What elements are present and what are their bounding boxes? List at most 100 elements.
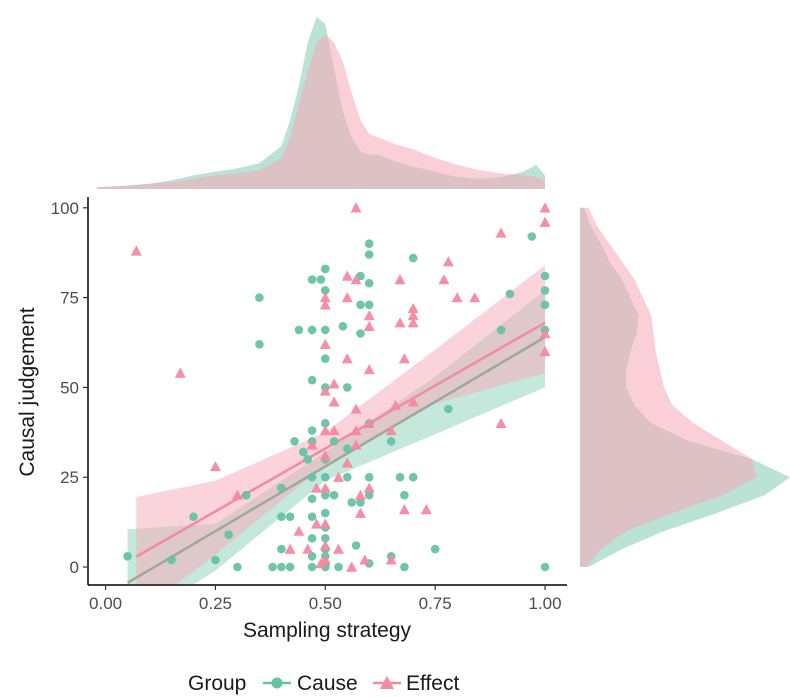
effect-point (293, 525, 305, 536)
effect-point (354, 489, 366, 500)
effect-point (311, 518, 323, 529)
effect-point (319, 385, 331, 396)
effect-point (350, 439, 362, 450)
cause-point (343, 383, 352, 392)
cause-point (307, 426, 317, 435)
cause-point (268, 562, 277, 572)
effect-point (385, 425, 397, 436)
cause-point (356, 498, 365, 507)
y-tick-label: 75 (60, 289, 79, 308)
cause-point (400, 490, 409, 500)
legend-label-effect: Effect (406, 672, 459, 695)
scatter-points (123, 202, 551, 572)
cause-point (321, 325, 330, 335)
cause-point (321, 419, 330, 428)
effect-point (539, 216, 551, 227)
y-tick-label: 25 (60, 468, 79, 487)
effect-point (341, 270, 353, 281)
cause-point (211, 555, 220, 565)
effect-point (346, 561, 358, 572)
axes (83, 197, 567, 590)
regression-lines (126, 321, 546, 584)
cause-point (430, 544, 440, 554)
effect-point (328, 425, 340, 436)
top-density-effect (96, 34, 546, 190)
cause-point (321, 264, 330, 274)
legend-title: Group (188, 672, 246, 695)
cause-point (540, 271, 550, 281)
cause-point (364, 250, 374, 259)
regression-line-cause (126, 336, 546, 584)
cause-point (277, 483, 286, 493)
legend: Group Cause Effect (188, 672, 459, 695)
effect-point (174, 367, 186, 378)
effect-point (354, 507, 366, 518)
effect-point (341, 457, 353, 468)
effect-point (350, 425, 362, 436)
cause-point (356, 271, 365, 281)
cause-point (364, 490, 374, 500)
cause-point (255, 293, 264, 302)
cause-point (307, 472, 317, 482)
cause-point (395, 472, 405, 482)
effect-point (394, 274, 406, 285)
effect-point (306, 439, 318, 450)
effect-point (319, 299, 331, 310)
cause-point (351, 541, 361, 550)
effect-point (363, 482, 375, 493)
cause-point (290, 437, 299, 446)
effect-point (407, 317, 419, 328)
right-density-effect (580, 207, 757, 568)
effect-point (350, 202, 362, 213)
cause-point (321, 354, 330, 364)
cause-point (307, 512, 317, 521)
cause-point (329, 490, 339, 500)
cause-point (356, 329, 365, 338)
cause-point (321, 508, 330, 518)
effect-point (390, 399, 402, 411)
effect-point (319, 554, 331, 565)
cause-point (496, 325, 506, 335)
cause-point (364, 472, 374, 482)
effect-point (350, 403, 362, 414)
cause-point (167, 555, 176, 565)
effect-point (539, 202, 551, 213)
effect-point (398, 353, 410, 364)
cause-point (277, 544, 286, 554)
effect-point (341, 292, 353, 303)
effect-point (332, 543, 344, 554)
effect-point (332, 471, 344, 482)
effect-point (311, 482, 323, 493)
cause-point (334, 562, 343, 572)
effect-point (284, 543, 296, 554)
effect-point (302, 543, 314, 554)
cause-point (233, 562, 242, 572)
effect-point (328, 396, 340, 407)
cause-point (277, 562, 286, 572)
cause-point (540, 562, 550, 572)
cause-point (540, 300, 550, 310)
cause-point (444, 404, 453, 414)
effect-point (451, 292, 463, 303)
cause-point (347, 498, 357, 507)
cause-point (307, 534, 317, 543)
effect-point (469, 292, 481, 303)
y-tick-label: 0 (70, 558, 79, 577)
cause-point (321, 490, 330, 500)
cause-point (505, 289, 515, 299)
cause-point (400, 562, 409, 572)
y-axis-title: Causal judgement (16, 307, 39, 476)
effect-point (363, 310, 375, 321)
cause-point (255, 340, 264, 349)
cause-point (343, 444, 352, 453)
effect-point (341, 353, 353, 364)
effect-point (398, 504, 410, 515)
cause-point (224, 530, 233, 539)
effect-point (495, 417, 507, 429)
cause-point (307, 375, 317, 385)
cause-point (329, 437, 339, 446)
cause-point (299, 447, 308, 457)
cause-point (307, 325, 317, 335)
cause-point (303, 455, 313, 464)
